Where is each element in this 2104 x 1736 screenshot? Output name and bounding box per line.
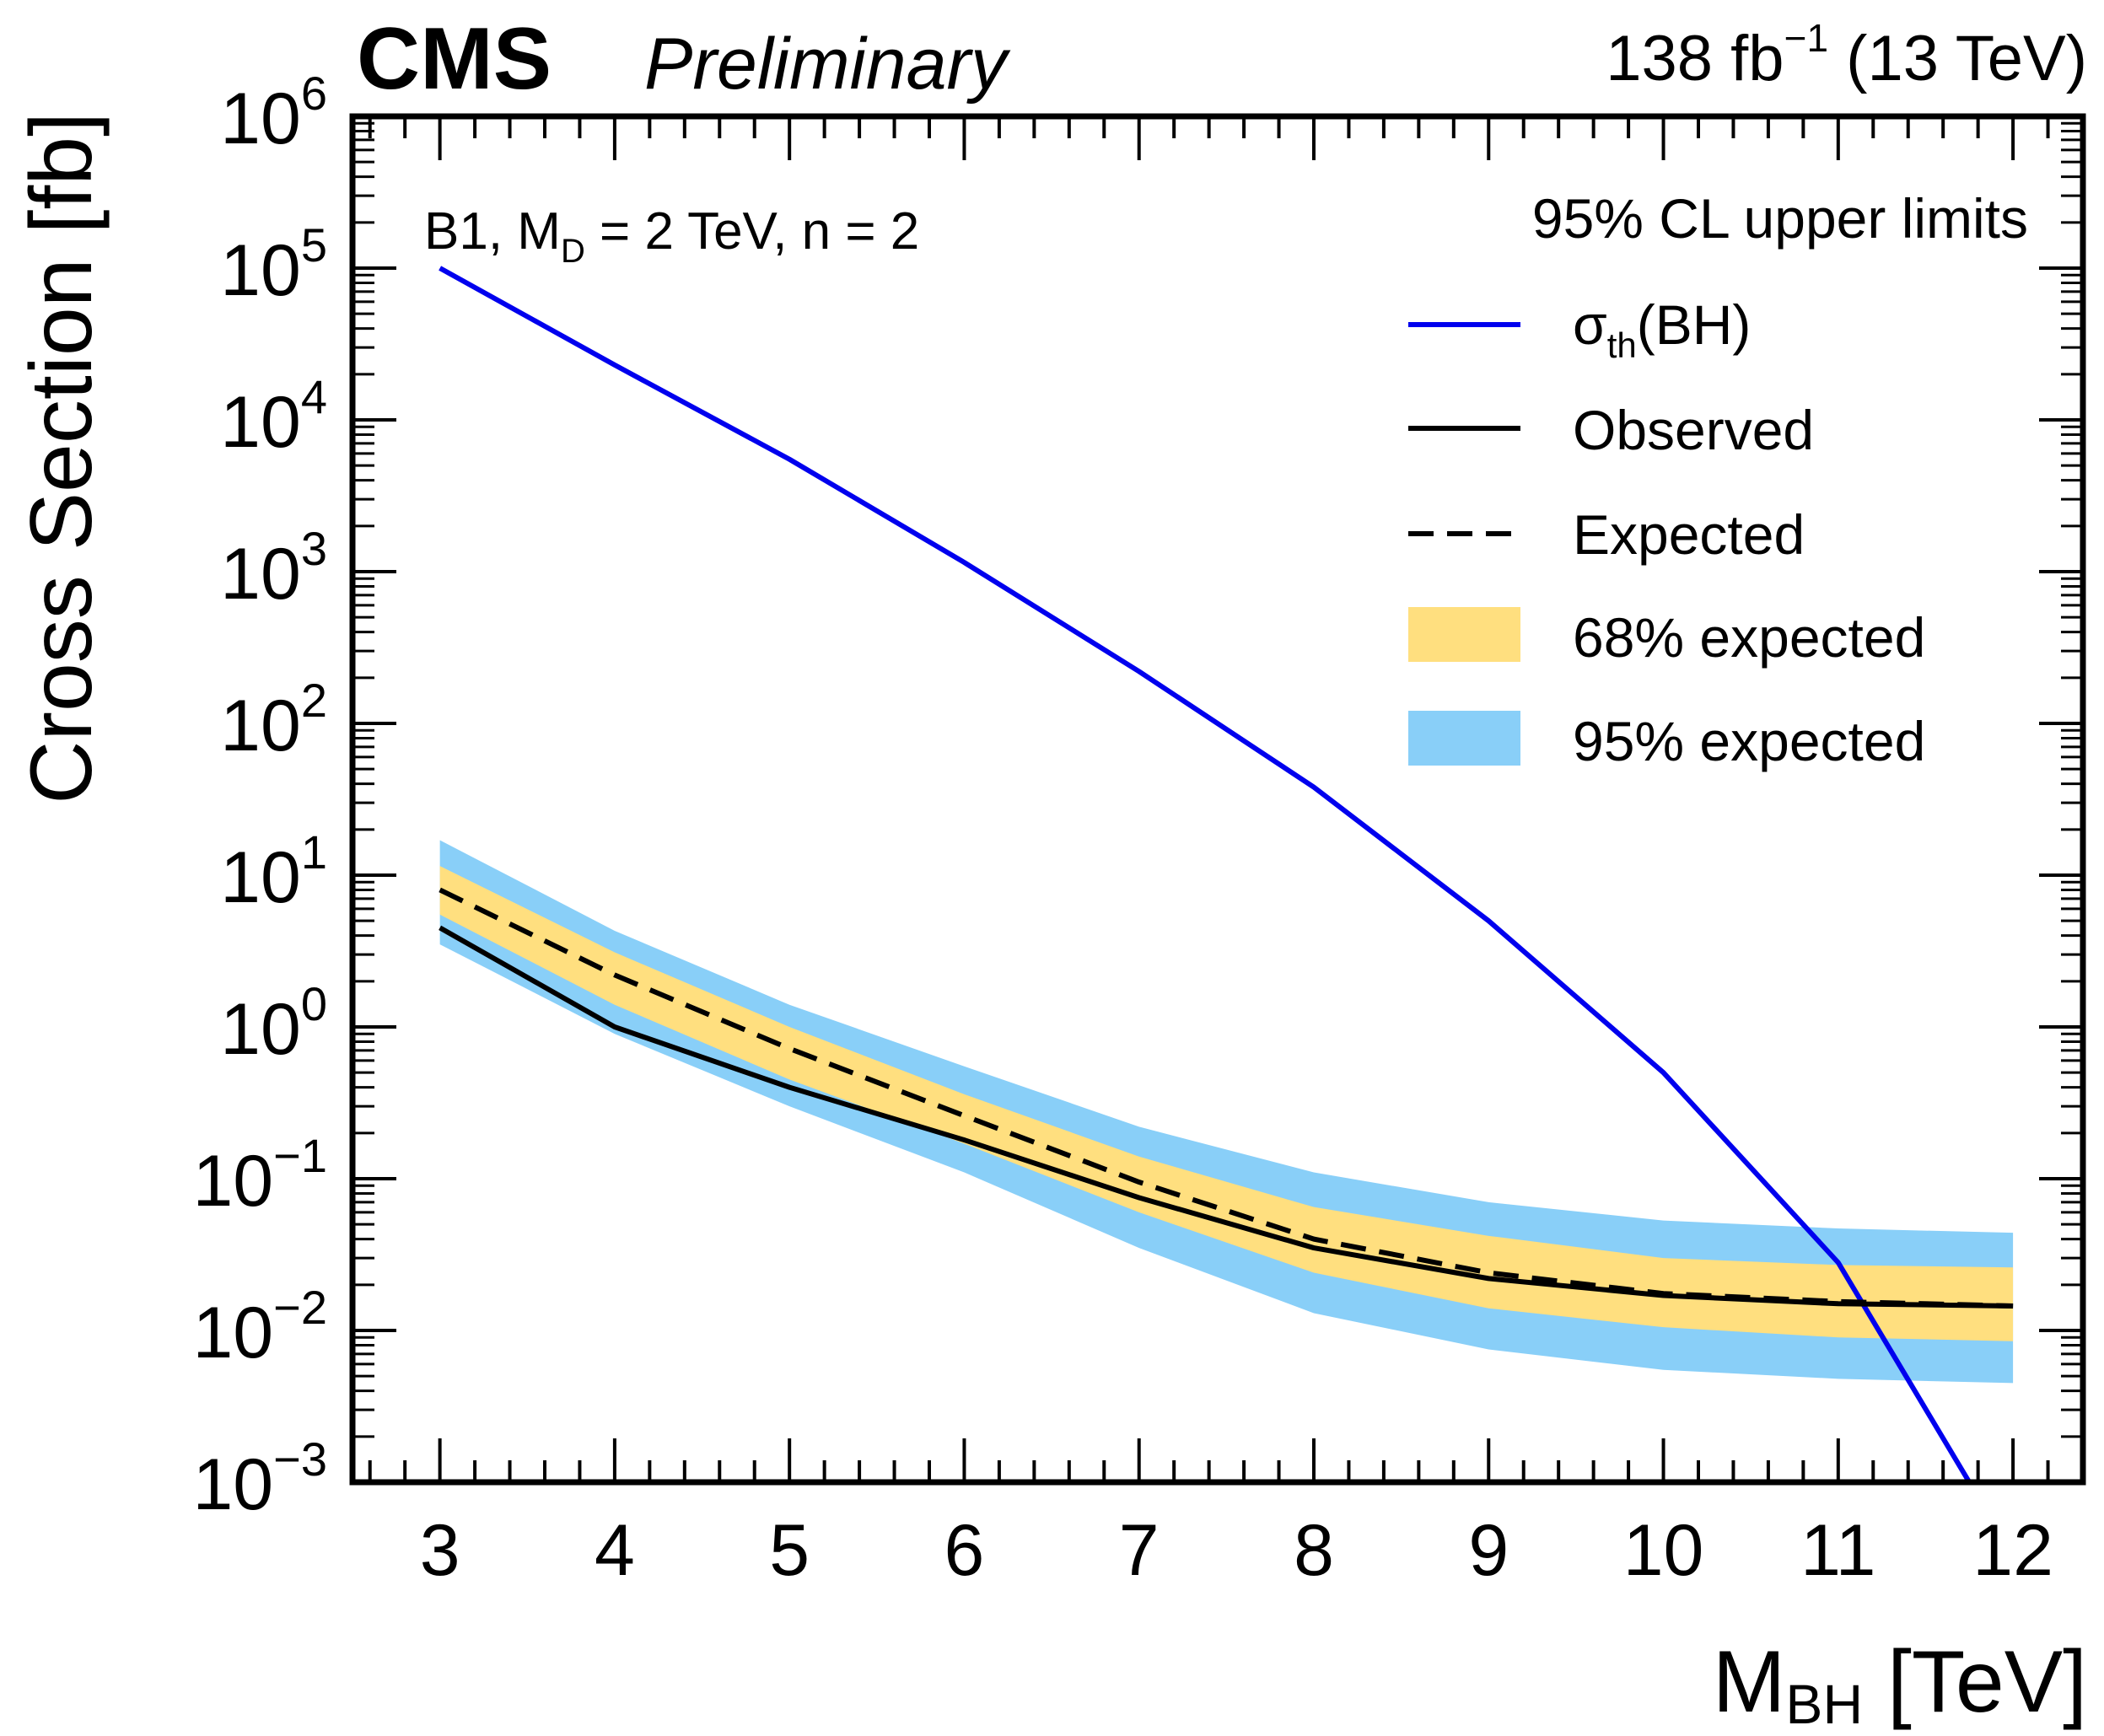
y-tick-exponent: 0: [301, 977, 327, 1030]
y-tick-exponent: 5: [301, 218, 327, 271]
y-tick-base: 10: [220, 230, 301, 311]
lumi-value: 138 fb: [1606, 23, 1784, 94]
x-axis-unit: [TeV]: [1863, 1633, 2087, 1731]
band-95-expected: [439, 840, 2014, 1384]
legend-label-95: 95% expected: [1573, 710, 1925, 772]
x-axis-main: M: [1713, 1633, 1786, 1731]
legend-label-expected: Expected: [1573, 503, 1805, 566]
x-tick-label: 11: [1800, 1510, 1875, 1591]
theory-rest: (BH): [1637, 293, 1752, 356]
y-tick-label: 10−2: [192, 1281, 327, 1373]
y-tick-exponent: −1: [273, 1129, 327, 1182]
plot-frame: [349, 113, 2086, 1486]
y-tick-exponent: 4: [301, 370, 327, 423]
x-tick-label: 7: [1119, 1510, 1160, 1591]
y-tick-label: 103: [220, 522, 327, 615]
y-tick-label: 102: [220, 674, 327, 766]
y-tick-base: 10: [192, 1444, 273, 1525]
legend-header: 95% CL upper limits: [1532, 187, 2028, 250]
status-label: Preliminary: [644, 24, 1011, 105]
y-tick-label: 104: [220, 370, 327, 463]
y-axis-label: Cross Section [fb]: [13, 112, 110, 804]
theory-subscript: th: [1607, 325, 1637, 365]
y-tick-exponent: 6: [301, 67, 327, 120]
x-tick-label: 9: [1468, 1510, 1509, 1591]
x-tick-label: 4: [595, 1510, 635, 1591]
model-subscript: D: [561, 233, 585, 270]
y-tick-exponent: 2: [301, 674, 327, 727]
y-tick-base: 10: [220, 685, 301, 766]
x-tick-label: 10: [1623, 1510, 1704, 1591]
theory-symbol: σ: [1573, 293, 1607, 356]
experiment-label: CMS: [357, 10, 552, 108]
y-tick-base: 10: [192, 1141, 273, 1222]
y-tick-label: 101: [220, 825, 327, 918]
x-tick-label: 8: [1294, 1510, 1334, 1591]
x-axis-subscript: BH: [1785, 1673, 1863, 1735]
theory-curve: [439, 266, 1972, 1484]
y-tick-label: 10−3: [192, 1432, 327, 1525]
y-tick-label: 10−1: [192, 1129, 327, 1222]
legend-label-68: 68% expected: [1573, 606, 1925, 669]
axis-ticks: [352, 115, 2083, 1484]
y-tick-base: 10: [220, 382, 301, 463]
lumi-energy: (13 TeV): [1828, 23, 2087, 94]
legend-label-observed: Observed: [1573, 399, 1814, 461]
legend-swatch-68: [1408, 607, 1520, 662]
y-tick-label: 100: [220, 977, 327, 1070]
legend-label-theory: σth(BH): [1573, 293, 1751, 365]
y-tick-exponent: 1: [301, 825, 327, 879]
y-tick-label: 106: [220, 67, 327, 159]
model-suffix: = 2 TeV, n = 2: [585, 202, 919, 261]
model-prefix: B1, M: [424, 202, 561, 261]
observed-curve: [439, 925, 2014, 1309]
legend-swatch-95: [1408, 711, 1520, 766]
luminosity-label: 138 fb−1 (13 TeV): [1606, 16, 2087, 94]
lumi-exponent: −1: [1784, 16, 1828, 60]
x-tick-label: 6: [944, 1510, 985, 1591]
y-tick-base: 10: [220, 837, 301, 918]
model-label: B1, MD = 2 TeV, n = 2: [424, 202, 919, 270]
x-tick-label: 12: [1972, 1510, 2053, 1591]
y-tick-base: 10: [220, 78, 301, 159]
legend: σth(BH) Observed Expected 68% expected 9…: [1408, 293, 1925, 772]
y-tick-exponent: −3: [273, 1432, 327, 1486]
x-tick-labels: 3 4 5 6 7 8 9 10 11 12: [420, 1510, 2053, 1591]
y-tick-exponent: 3: [301, 522, 327, 575]
limit-curves: [439, 266, 2014, 1484]
y-tick-exponent: −2: [273, 1281, 327, 1334]
y-tick-base: 10: [192, 1293, 273, 1373]
x-tick-label: 5: [769, 1510, 810, 1591]
expected-curve: [439, 887, 2014, 1309]
y-tick-label: 105: [220, 218, 327, 311]
y-tick-base: 10: [220, 989, 301, 1070]
x-tick-label: 3: [420, 1510, 460, 1591]
y-tick-base: 10: [220, 534, 301, 615]
x-axis-label: MBH [TeV]: [1713, 1633, 2087, 1735]
